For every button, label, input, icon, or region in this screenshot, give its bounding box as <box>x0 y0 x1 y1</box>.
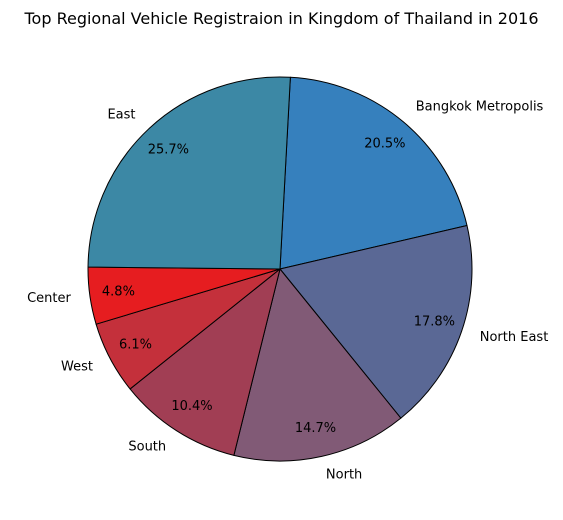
pie-slice-north <box>233 268 402 462</box>
pie-slice-bangkok-metropolis <box>279 76 468 270</box>
slice-percent-west: 6.1% <box>119 337 152 352</box>
pie-slices <box>87 76 473 462</box>
slice-label-east: East <box>107 107 135 122</box>
slice-percent-north-east: 17.8% <box>414 314 455 329</box>
pie-slice-south <box>129 268 281 456</box>
slice-label-north-east: North East <box>480 330 549 345</box>
pie-labels: Bangkok Metropolis 20.5% North East 17.8% No… <box>27 100 548 483</box>
slice-label-west: West <box>61 360 93 375</box>
slice-label-north: North <box>326 468 362 483</box>
slice-percent-center: 4.8% <box>102 284 135 299</box>
slice-percent-bangkok-metropolis: 20.5% <box>364 136 405 151</box>
slice-percent-south: 10.4% <box>171 399 212 414</box>
chart-title: Top Regional Vehicle Registraion in King… <box>23 9 538 28</box>
pie-slice-north-east <box>279 224 473 419</box>
slice-percent-north: 14.7% <box>295 421 336 436</box>
slice-label-center: Center <box>27 291 71 306</box>
slice-percent-east: 25.7% <box>148 142 189 157</box>
pie-slice-east <box>87 76 291 270</box>
slice-label-bangkok-metropolis: Bangkok Metropolis <box>416 100 544 115</box>
slice-label-south: South <box>128 439 166 454</box>
